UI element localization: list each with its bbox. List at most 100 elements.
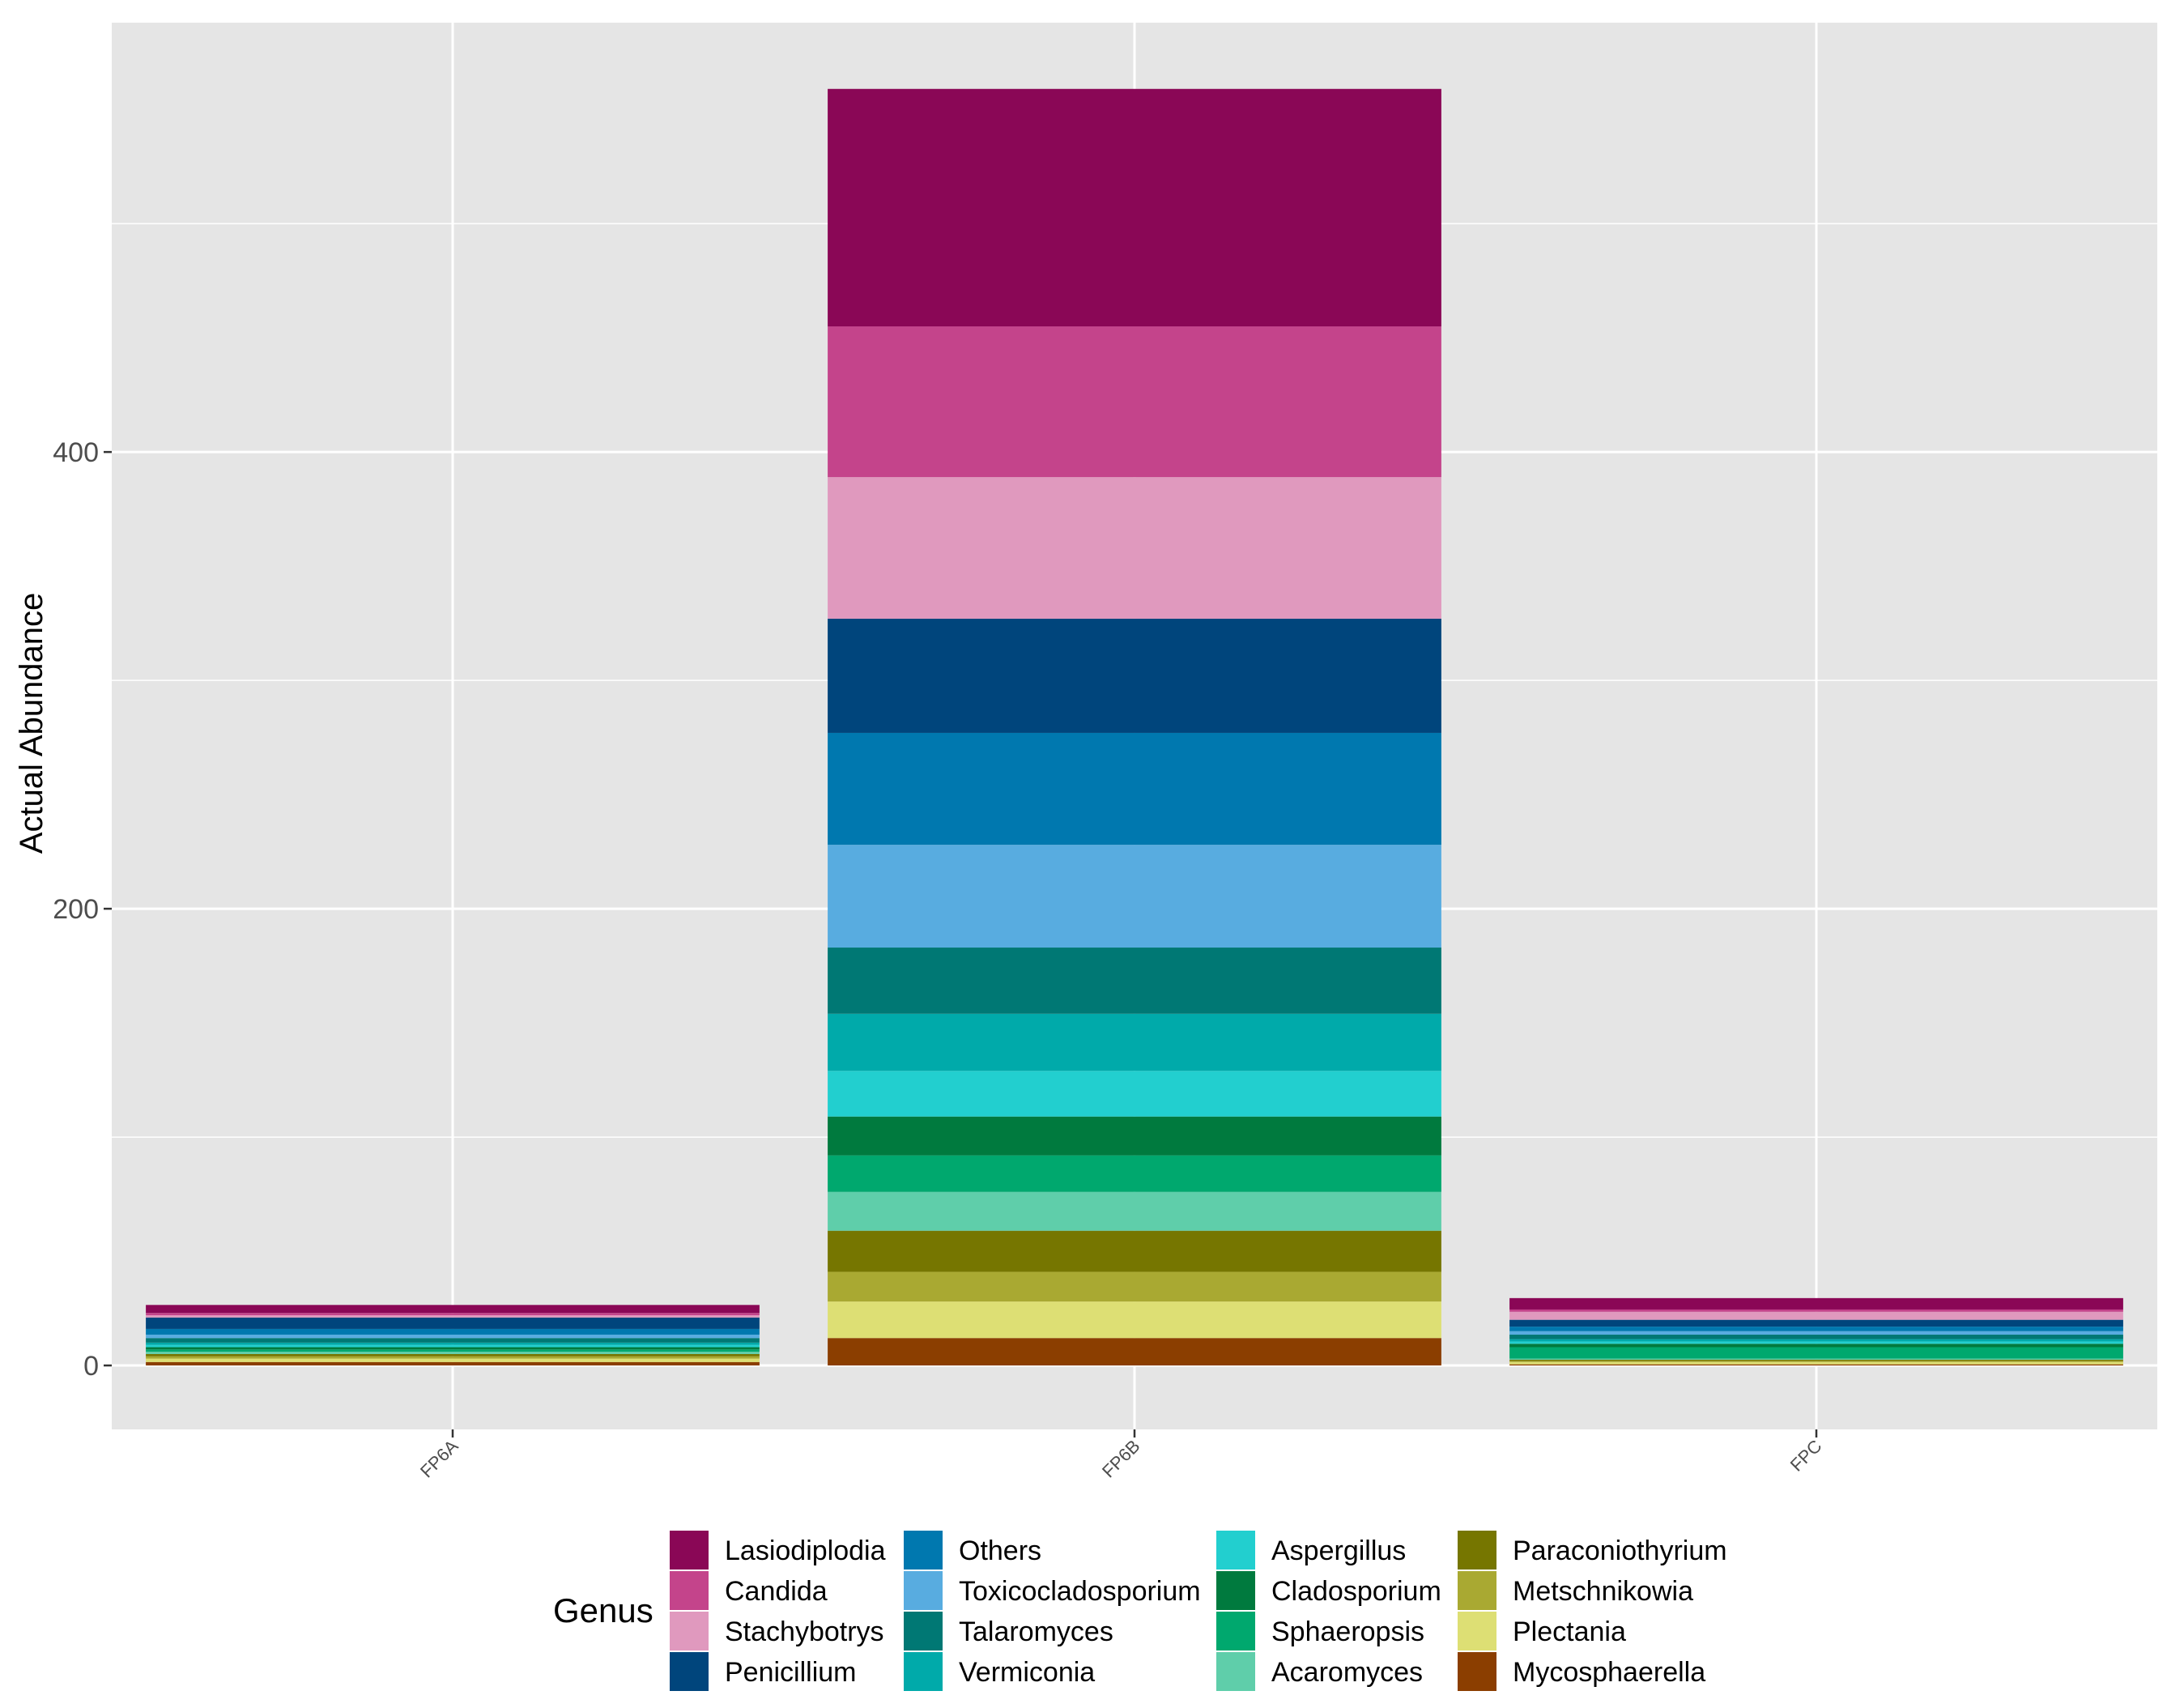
legend-item-stachybotrys: Stachybotrys xyxy=(670,1612,884,1650)
y-tick-label: 0 xyxy=(83,1351,99,1382)
legend-swatch xyxy=(1216,1571,1255,1610)
bar-segment-acaromyces xyxy=(146,1352,760,1354)
legend-item-sphaeropsis: Sphaeropsis xyxy=(1216,1612,1424,1650)
y-tick-label: 400 xyxy=(53,437,99,468)
legend-label: Metschnikowia xyxy=(1513,1576,1693,1607)
legend-swatch xyxy=(670,1612,709,1650)
bar-segment-talaromyces xyxy=(1509,1334,2123,1340)
bar-segment-others xyxy=(146,1328,760,1335)
bar-segment-acaromyces xyxy=(828,1191,1441,1231)
legend-label: Talaromyces xyxy=(959,1616,1113,1647)
legend-label: Others xyxy=(959,1535,1041,1566)
legend-title: Genus xyxy=(553,1591,653,1629)
legend-swatch xyxy=(904,1571,943,1610)
bar-segment-aspergillus xyxy=(1509,1341,2123,1344)
legend-swatch xyxy=(904,1612,943,1650)
bar-segment-acaromyces xyxy=(1509,1358,2123,1360)
legend-label: Plectania xyxy=(1513,1616,1626,1647)
legend-item-plectania: Plectania xyxy=(1458,1612,1626,1650)
legend-swatch xyxy=(1458,1652,1496,1691)
bar-segment-stachybotrys xyxy=(828,477,1441,619)
legend-label: Penicillium xyxy=(725,1657,857,1688)
bar-segment-talaromyces xyxy=(146,1338,760,1343)
legend-label: Paraconiothyrium xyxy=(1513,1535,1727,1566)
bar-segment-stachybotrys xyxy=(1509,1311,2123,1320)
bar-segment-penicillium xyxy=(146,1317,760,1329)
bars xyxy=(146,88,2123,1366)
legend-label: Toxicocladosporium xyxy=(959,1576,1201,1607)
y-axis: 0 200 400 xyxy=(53,437,112,1382)
legend-label: Vermiconia xyxy=(959,1657,1095,1688)
legend-item-candida: Candida xyxy=(670,1571,828,1610)
bar-segment-paraconiothyrium xyxy=(828,1230,1441,1272)
legend-label: Lasiodiplodia xyxy=(725,1535,886,1566)
legend-item-mycosphaerella: Mycosphaerella xyxy=(1458,1652,1705,1691)
bar-segment-talaromyces xyxy=(828,948,1441,1014)
legend-item-metschnikowia: Metschnikowia xyxy=(1458,1571,1693,1610)
legend-item-others: Others xyxy=(904,1531,1041,1570)
bar-segment-candida xyxy=(828,326,1441,478)
bar-segment-others xyxy=(1509,1327,2123,1331)
bar-segment-toxicocladosporium xyxy=(828,845,1441,948)
x-tick-label: FP6A xyxy=(416,1436,462,1482)
legend-item-lasiodiplodia: Lasiodiplodia xyxy=(670,1531,886,1570)
legend-swatch xyxy=(904,1652,943,1691)
legend-items: Lasiodiplodia Candida Stachybotrys Penicill… xyxy=(670,1531,1727,1691)
bar-segment-aspergillus xyxy=(146,1344,760,1348)
bar-segment-lasiodiplodia xyxy=(828,88,1441,327)
y-tick-label: 200 xyxy=(53,894,99,925)
bar-segment-lasiodiplodia xyxy=(1509,1297,2123,1310)
bar-segment-penicillium xyxy=(1509,1319,2123,1327)
legend-label: Mycosphaerella xyxy=(1513,1657,1705,1688)
bar-segment-others xyxy=(828,732,1441,845)
bar-segment-cladosporium xyxy=(146,1347,760,1350)
legend-item-vermiconia: Vermiconia xyxy=(904,1652,1095,1691)
bar-segment-stachybotrys xyxy=(146,1315,760,1318)
legend-item-cladosporium: Cladosporium xyxy=(1216,1571,1441,1610)
bar-segment-toxicocladosporium xyxy=(1509,1331,2123,1335)
legend-item-toxicocladosporium: Toxicocladosporium xyxy=(904,1571,1201,1610)
bar-segment-cladosporium xyxy=(1509,1344,2123,1348)
bar-segment-mycosphaerella xyxy=(828,1338,1441,1366)
bar-segment-paraconiothyrium xyxy=(146,1353,760,1357)
bar-segment-plectania xyxy=(828,1301,1441,1339)
bar-segment-lasiodiplodia xyxy=(146,1305,760,1314)
bar-segment-metschnikowia xyxy=(828,1271,1441,1302)
legend-label: Sphaeropsis xyxy=(1271,1616,1424,1647)
legend-swatch xyxy=(1458,1612,1496,1650)
bar-stack-fpc xyxy=(1509,1297,2123,1366)
legend-swatch xyxy=(1216,1612,1255,1650)
bar-segment-plectania xyxy=(146,1358,760,1362)
bar-segment-sphaeropsis xyxy=(1509,1347,2123,1359)
y-axis-label: Actual Abundance xyxy=(14,593,49,854)
bar-segment-penicillium xyxy=(828,618,1441,733)
legend-swatch xyxy=(904,1531,943,1570)
bar-segment-paraconiothyrium xyxy=(1509,1359,2123,1361)
bar-segment-sphaeropsis xyxy=(146,1349,760,1352)
bar-stack-fp6b xyxy=(828,88,1441,1366)
legend-swatch xyxy=(670,1652,709,1691)
bar-segment-vermiconia xyxy=(146,1342,760,1345)
legend-label: Candida xyxy=(725,1576,828,1607)
legend-swatch xyxy=(1458,1571,1496,1610)
bar-segment-plectania xyxy=(1509,1361,2123,1365)
legend-label: Stachybotrys xyxy=(725,1616,884,1647)
x-tick-label: FPC xyxy=(1786,1436,1826,1476)
bar-segment-candida xyxy=(1509,1309,2123,1312)
legend-swatch xyxy=(670,1531,709,1570)
bar-segment-toxicocladosporium xyxy=(146,1334,760,1339)
bar-segment-cladosporium xyxy=(828,1116,1441,1156)
legend-label: Aspergillus xyxy=(1271,1535,1406,1566)
legend-swatch xyxy=(1216,1652,1255,1691)
legend-swatch xyxy=(1216,1531,1255,1570)
legend-swatch xyxy=(670,1571,709,1610)
x-axis: FP6A FP6B FPC xyxy=(416,1429,1826,1481)
legend-swatch xyxy=(1458,1531,1496,1570)
legend-label: Cladosporium xyxy=(1271,1576,1441,1607)
legend-item-talaromyces: Talaromyces xyxy=(904,1612,1113,1650)
bar-segment-sphaeropsis xyxy=(828,1155,1441,1192)
legend-item-paraconiothyrium: Paraconiothyrium xyxy=(1458,1531,1727,1570)
bar-stack-fp6a xyxy=(146,1305,760,1366)
bar-segment-aspergillus xyxy=(828,1071,1441,1117)
